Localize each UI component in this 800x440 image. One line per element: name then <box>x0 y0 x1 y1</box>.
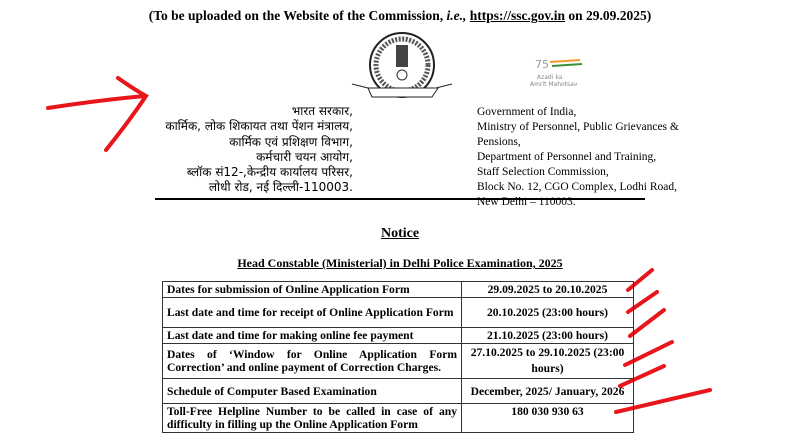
english-line: Pensions, <box>477 136 521 148</box>
english-line: Staff Selection Commission, <box>477 166 609 178</box>
english-address: Government of India, Ministry of Personn… <box>477 105 717 210</box>
hindi-address: भारत सरकार, कार्मिक, लोक शिकायत तथा पेंश… <box>150 104 353 196</box>
date-cell: 27.10.2025 to 29.10.2025 (23:00 hours) <box>461 343 634 379</box>
table-row: Last date and time for receipt of Online… <box>162 297 634 328</box>
amrit-mahotsav-logo: 75 Azadi ka Amrit Mahotsav <box>530 58 583 88</box>
event-cell: Dates of ‘Window for Online Application … <box>162 343 462 379</box>
table-row: Last date and time for making online fee… <box>162 327 634 344</box>
table-row: Dates of ‘Window for Online Application … <box>162 343 634 379</box>
date-cell: 180 030 930 63 <box>461 403 634 433</box>
english-line: Ministry of Personnel, Public Grievances… <box>477 121 679 133</box>
svg-text:Azadi ka: Azadi ka <box>537 74 563 81</box>
event-cell: Last date and time for receipt of Online… <box>162 297 462 328</box>
event-cell: Dates for submission of Online Applicati… <box>162 281 462 298</box>
upload-note-text: (To be uploaded on the Website of the Co… <box>148 8 447 23</box>
date-cell: 20.10.2025 (23:00 hours) <box>461 297 634 328</box>
event-cell: Schedule of Computer Based Examination <box>162 378 462 404</box>
table-row: Schedule of Computer Based Examination De… <box>162 378 634 404</box>
hindi-line: कार्मिक, लोक शिकायत तथा पेंशन मंत्रालय, <box>165 119 353 134</box>
table-row: Toll-Free Helpline Number to be called i… <box>162 403 634 433</box>
date-cell: 21.10.2025 (23:00 hours) <box>461 327 634 344</box>
date-cell: 29.09.2025 to 20.10.2025 <box>461 281 634 298</box>
english-line: Block No. 12, CGO Complex, Lodhi Road, <box>477 181 677 193</box>
date-cell: December, 2025/ January, 2026 <box>461 378 634 404</box>
svg-text:Amrit Mahotsav: Amrit Mahotsav <box>530 81 578 88</box>
hindi-line: ब्लॉक सं12-,केन्द्रीय कार्यालय परिसर, <box>186 165 353 180</box>
exam-title: Head Constable (Ministerial) in Delhi Po… <box>237 256 563 270</box>
arrow-shaft <box>46 94 147 110</box>
arrow-head <box>104 76 149 152</box>
hindi-line: कर्मचारी चयन आयोग, <box>256 149 353 164</box>
event-cell: Toll-Free Helpline Number to be called i… <box>162 403 462 433</box>
hindi-line: कार्मिक एवं प्रशिक्षण विभाग, <box>229 134 353 149</box>
english-line: Government of India, <box>477 106 577 118</box>
divider <box>155 198 645 200</box>
svg-text:75: 75 <box>535 58 549 71</box>
upload-date: on 29.09.2025) <box>565 8 652 23</box>
ssc-website-link[interactable]: https://ssc.gov.in <box>469 8 566 23</box>
notice-title: Notice <box>380 226 420 241</box>
hindi-line: भारत सरकार, <box>291 104 353 118</box>
schedule-table: Dates for submission of Online Applicati… <box>162 281 634 433</box>
hindi-line: लोधी रोड, नई दिल्ली-110003. <box>208 180 353 195</box>
ssc-seal-logo <box>351 32 453 98</box>
event-cell: Last date and time for making online fee… <box>162 327 462 344</box>
upload-note: (To be uploaded on the Website of the Co… <box>0 8 800 24</box>
table-row: Dates for submission of Online Applicati… <box>162 281 634 298</box>
ie-text: i.e., <box>446 8 467 23</box>
english-line: Department of Personnel and Training, <box>477 151 657 163</box>
